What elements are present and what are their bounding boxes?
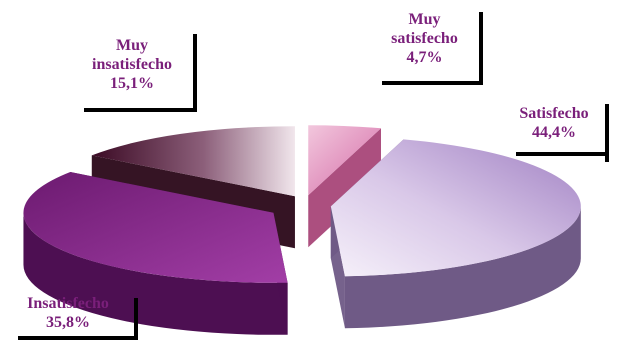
label-frame [516, 152, 609, 156]
pie-slice-wall [308, 128, 381, 248]
label-frame [84, 108, 197, 112]
data-label: 35,8% [46, 314, 90, 331]
pie-slice-side [23, 212, 288, 335]
label-text: Satisfecho [519, 105, 589, 122]
pie-slice [91, 126, 295, 197]
pie-slice [330, 139, 581, 277]
label-text: Insatisfecho [27, 295, 109, 312]
label-text: Muy [408, 11, 441, 28]
label-muy-satisfecho: Muy satisfecho 4,7% [372, 10, 477, 67]
label-text: insatisfecho [92, 56, 172, 73]
label-frame [18, 336, 138, 340]
data-label: 44,4% [532, 124, 576, 141]
label-frame [605, 104, 609, 162]
label-frame [193, 34, 197, 111]
label-satisfecho: Satisfecho 44,4% [506, 104, 602, 142]
label-text: Muy [116, 37, 148, 54]
pie-slice [23, 172, 288, 283]
label-frame [382, 81, 483, 85]
pie-slice [308, 125, 381, 196]
pie-slice-side [344, 206, 581, 329]
label-text: satisfecho [391, 30, 458, 47]
label-insatisfecho: Insatisfecho 35,8% [9, 294, 127, 332]
data-label: 4,7% [406, 49, 443, 66]
data-label: 15,1% [110, 75, 154, 92]
pie-slice-wall [330, 206, 345, 329]
label-frame [134, 298, 138, 340]
label-frame [479, 12, 483, 84]
label-muy-insatisfecho: Muy insatisfecho 15,1% [75, 36, 189, 93]
